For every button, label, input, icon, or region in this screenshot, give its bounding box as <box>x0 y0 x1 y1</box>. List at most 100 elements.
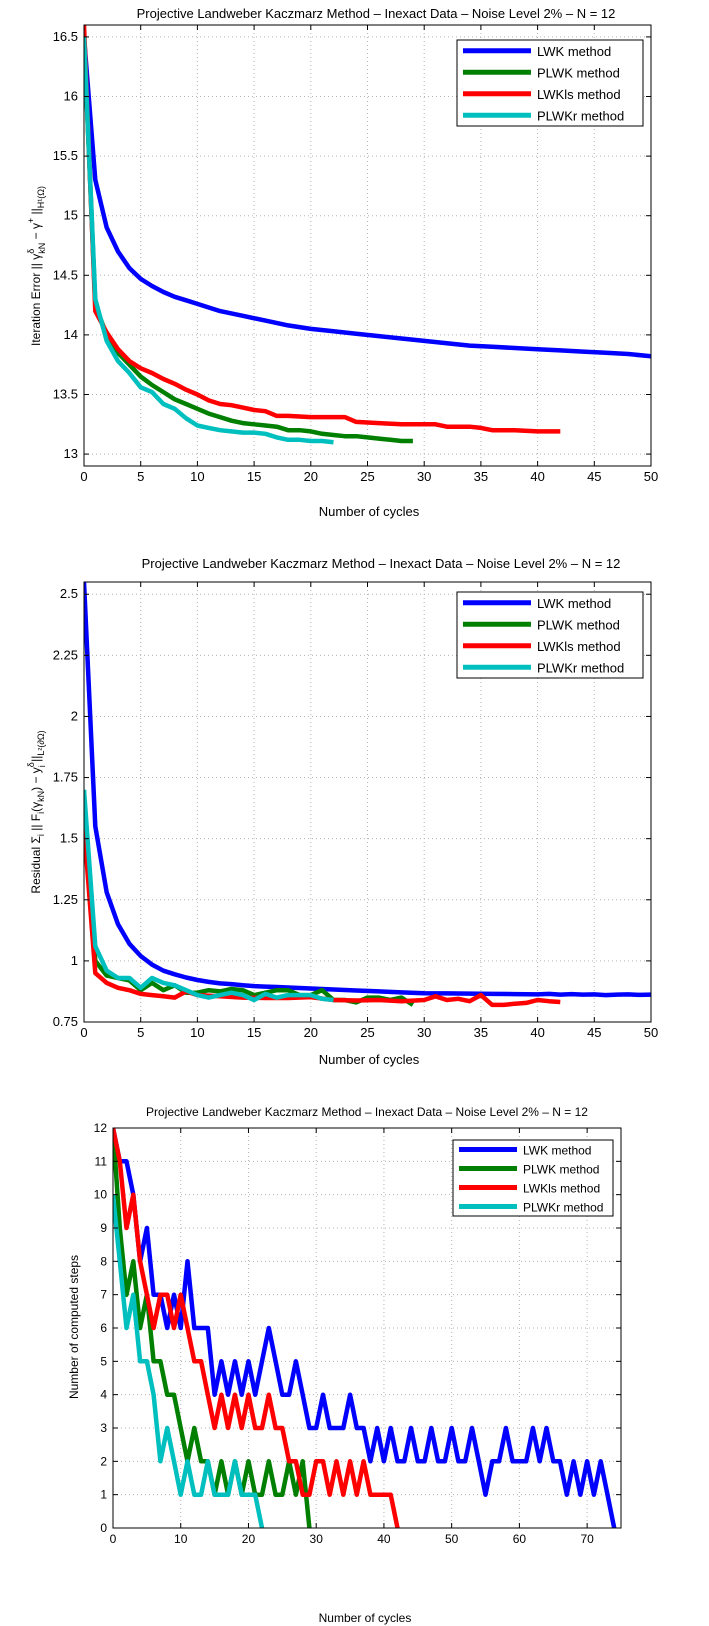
x-tick-label: 60 <box>513 1532 527 1546</box>
legend: LWK method PLWK method LWKls method PLWKr m… <box>452 1139 614 1217</box>
y-axis-label: Residual Σi || Fi(γkN) − yδi ||L²(∂Ω) <box>26 730 47 893</box>
y-tick-label: 2 <box>100 1454 107 1468</box>
series-group <box>113 1128 617 1528</box>
series-line-PLWK <box>84 36 413 444</box>
legend-label: PLWKr method <box>523 1201 603 1215</box>
y-tick-label: 15 <box>64 208 78 223</box>
y-tick-label: 13 <box>64 446 78 461</box>
x-tick-label: 15 <box>247 1025 261 1040</box>
y-axis-label: Number of computed steps <box>67 1255 81 1399</box>
y-tick-label: 7 <box>100 1288 107 1302</box>
y-tick-label: 9 <box>100 1221 107 1235</box>
y-tick-label: 15.5 <box>53 148 78 163</box>
x-tick-label: 50 <box>644 1025 658 1040</box>
legend-label: LWKls method <box>523 1182 600 1196</box>
x-tick-label: 45 <box>587 469 601 484</box>
x-tick-label: 40 <box>377 1532 391 1546</box>
x-tick-label: 20 <box>304 469 318 484</box>
x-tick-label: 40 <box>530 469 544 484</box>
y-tick-label: 4 <box>100 1388 107 1402</box>
legend: LWK method PLWK method LWKls method PLWKr m… <box>456 39 644 127</box>
x-tick-label: 30 <box>310 1532 324 1546</box>
legend-label: LWK method <box>537 44 611 59</box>
x-tick-label: 70 <box>580 1532 594 1546</box>
legend-label: LWKls method <box>537 639 621 654</box>
chart-panel-residual: Projective Landweber Kaczmarz Method – I… <box>26 556 658 1067</box>
y-tick-label: 14.5 <box>53 267 78 282</box>
x-tick-label: 20 <box>242 1532 256 1546</box>
x-tick-label: 30 <box>417 469 431 484</box>
y-tick-label: 0.75 <box>53 1014 78 1029</box>
y-tick-label: 14 <box>64 327 78 342</box>
y-tick-label: 2 <box>71 708 78 723</box>
x-tick-label: 15 <box>247 469 261 484</box>
y-tick-label: 2.5 <box>60 586 78 601</box>
legend-box <box>456 591 644 679</box>
y-tick-label: 1 <box>100 1488 107 1502</box>
y-tick-label: 11 <box>95 1154 108 1168</box>
grid <box>83 25 652 466</box>
legend-label: PLWK method <box>537 65 620 80</box>
series-line-LWK <box>113 1128 617 1528</box>
chart-title: Projective Landweber Kaczmarz Method – I… <box>142 556 621 571</box>
series-group <box>84 582 651 1008</box>
x-axis-label: Number of cycles <box>319 1611 412 1625</box>
y-axis-label: Iteration Error || γδkN − γ+ ||H¹(Ω) <box>26 186 47 346</box>
y-tick-label: 5 <box>100 1354 107 1368</box>
series-line-LWK <box>84 36 651 359</box>
series-line-LWK <box>84 582 651 998</box>
x-tick-label: 0 <box>80 1025 87 1040</box>
x-axis-label: Number of cycles <box>319 504 420 519</box>
x-tick-label: 50 <box>644 469 658 484</box>
x-tick-label: 45 <box>587 1025 601 1040</box>
y-tick-label: 0 <box>100 1521 107 1535</box>
legend-label: LWK method <box>537 596 611 611</box>
y-tick-label: 2.25 <box>53 647 78 662</box>
x-tick-label: 20 <box>304 1025 318 1040</box>
x-tick-label: 25 <box>360 469 374 484</box>
series-line-LWKls <box>113 1128 400 1528</box>
y-tick-label: 12 <box>94 1121 108 1135</box>
series-line-LWKls <box>84 25 561 434</box>
series-group <box>84 25 651 445</box>
y-tick-label: 6 <box>100 1321 107 1335</box>
chart-title: Projective Landweber Kaczmarz Method – I… <box>146 1105 588 1119</box>
x-tick-label: 35 <box>474 1025 488 1040</box>
x-axis-label: Number of cycles <box>319 1052 420 1067</box>
x-tick-label: 5 <box>137 469 144 484</box>
x-tick-label: 50 <box>445 1532 459 1546</box>
legend-label: PLWK method <box>523 1163 599 1177</box>
chart-panel-computed-steps: Projective Landweber Kaczmarz Method – I… <box>67 1105 622 1625</box>
x-tick-label: 10 <box>174 1532 188 1546</box>
y-tick-label: 16 <box>64 89 78 104</box>
series-line-PLWKr <box>113 1194 265 1528</box>
y-tick-label: 1.25 <box>53 892 78 907</box>
legend-label: LWK method <box>523 1144 591 1158</box>
y-tick-label: 8 <box>100 1254 107 1268</box>
legend-label: PLWK method <box>537 617 620 632</box>
plot-area: 0 5 10 15 20 25 30 35 40 45 50 13 13.5 14 14.5 15 15.5 16… <box>53 24 658 484</box>
legend-label: LWKls method <box>537 87 621 102</box>
x-tick-label: 5 <box>137 1025 144 1040</box>
y-tick-label: 13.5 <box>53 386 78 401</box>
plot-area: 0 5 10 15 20 25 30 35 40 45 50 0.75 1 1.25 1.5 1.75 2 2.2… <box>53 581 658 1040</box>
x-tick-label: 25 <box>360 1025 374 1040</box>
chart-title: Projective Landweber Kaczmarz Method – I… <box>137 6 616 21</box>
y-tick-label: 3 <box>100 1421 107 1435</box>
x-tick-label: 0 <box>110 1532 117 1546</box>
series-line-PLWKr <box>84 36 334 445</box>
legend-label: PLWKr method <box>537 660 624 675</box>
x-tick-label: 10 <box>190 469 204 484</box>
y-tick-label: 10 <box>94 1188 108 1202</box>
chart-panel-iteration-error: Projective Landweber Kaczmarz Method – I… <box>26 6 658 519</box>
y-tick-label: 1.75 <box>53 770 78 785</box>
x-tick-label: 0 <box>80 469 87 484</box>
x-tick-label: 40 <box>530 1025 544 1040</box>
legend-box <box>452 1139 614 1217</box>
y-tick-label: 1 <box>71 953 78 968</box>
legend: LWK method PLWK method LWKls method PLWKr m… <box>456 591 644 679</box>
y-tick-label: 16.5 <box>53 29 78 44</box>
x-tick-label: 10 <box>190 1025 204 1040</box>
